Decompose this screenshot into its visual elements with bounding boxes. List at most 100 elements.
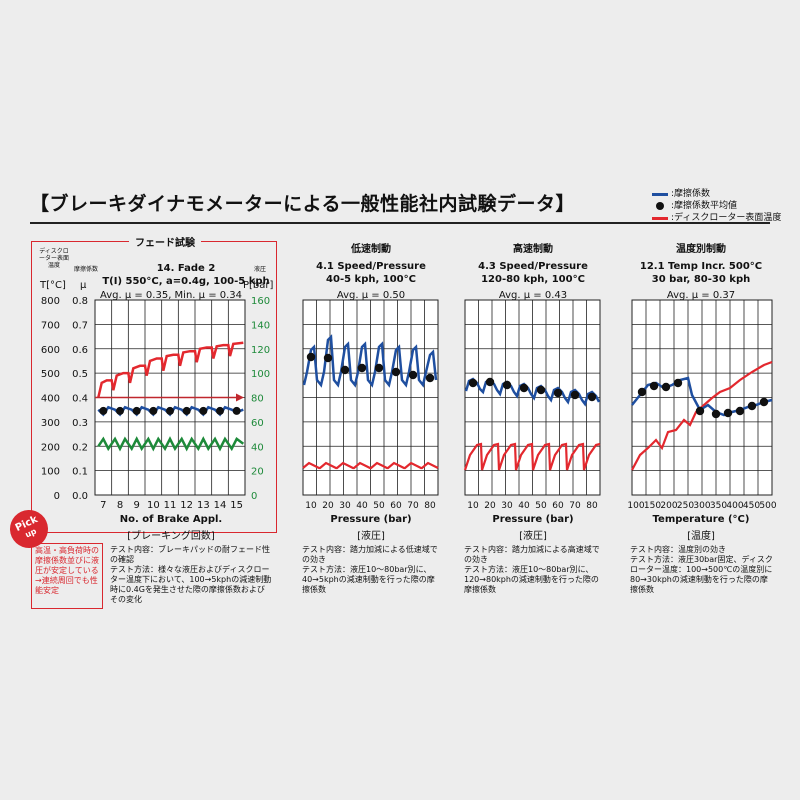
chart4-avg-dot <box>637 387 647 397</box>
chart4-avg: Avg. μ = 0.37 <box>666 290 736 301</box>
chart2-desc: テスト内容：踏力加減による低速域での効き テスト方法：液圧10〜80bar別に、… <box>302 545 438 594</box>
chart1-ytick-mu: 0.6 <box>72 345 88 356</box>
chart1-xlabel-jp: [ブレーキング回数] <box>127 531 215 542</box>
chart3-avg-dot <box>502 380 512 390</box>
chart1-avg-dot <box>166 406 174 415</box>
mu-axis-unit: μ <box>80 280 87 291</box>
chart3-section-title: 高速制動 <box>513 244 553 255</box>
chart1-ytick-press: 120 <box>251 345 270 356</box>
chart1-title-block: 14. Fade 2 T(I) 550°C, a=0.4g, 100-5 kph <box>101 262 271 288</box>
chart4-avg-dot <box>649 381 659 391</box>
chart1-ytick-press: 20 <box>251 467 264 478</box>
chart2-xtick: 40 <box>356 501 368 511</box>
chart1-xtick: 9 <box>133 500 139 511</box>
chart3-avg-dot <box>570 390 580 400</box>
chart2-xtick: 30 <box>339 501 351 511</box>
chart1-ytick-temp: 600 <box>41 345 60 356</box>
chart1-xlabel: No. of Brake Appl. <box>119 514 223 525</box>
chart1-xtick: 10 <box>147 500 160 511</box>
mu-axis-header: 摩擦係数 <box>74 266 99 273</box>
chart1-xtick: 8 <box>117 500 123 511</box>
chart2-series-temp <box>302 461 439 470</box>
chart3-xlabel-jp: [液圧] <box>519 531 547 542</box>
chart4-desc: テスト内容：温度別の効き テスト方法：液圧30bar固定、ディスクローター温度：… <box>630 545 773 594</box>
chart2-title: 4.1 Speed/Pressure <box>316 261 426 272</box>
chart3-xtick: 30 <box>501 501 513 511</box>
chart3-avg-dot <box>485 377 495 387</box>
chart4-avg-dot <box>735 406 745 416</box>
chart3-desc: テスト内容：踏力加減による高速域での効き テスト方法：液圧10〜80bar別に、… <box>464 545 600 594</box>
chart1-ytick-mu: 0.1 <box>72 467 88 478</box>
chart2-avg-dot <box>425 373 435 383</box>
chart1-ytick-mu: 0.5 <box>72 369 88 380</box>
chart4-xtick: 150 <box>644 501 661 511</box>
chart1-avg-dot <box>132 406 141 415</box>
chart1-ytick-mu: 0.3 <box>72 418 88 429</box>
chart1-ytick-press: 40 <box>251 442 264 453</box>
chart4-xtick: 450 <box>743 501 760 511</box>
chart1-ytick-press: 100 <box>251 369 270 380</box>
chart3-xtick: 50 <box>535 501 547 511</box>
chart1-ytick-temp: 400 <box>41 394 60 405</box>
chart4-avg-dot <box>661 382 671 392</box>
chart3-title: 4.3 Speed/Pressure <box>478 261 588 272</box>
chart3-avg-dot <box>587 392 597 402</box>
fade-section-title: フェード試験 <box>129 234 201 249</box>
chart1-ytick-press: 80 <box>251 394 264 405</box>
chart1-series-temp <box>97 341 244 398</box>
chart3-avg-dot <box>536 385 546 395</box>
chart1-ref-arrow <box>236 393 244 402</box>
chart1-subtitle: T(I) 550°C, a=0.4g, 100-5 kph <box>102 276 270 287</box>
chart2-avg-dot <box>357 363 367 373</box>
chart2-title-block: 4.1 Speed/Pressure 40-5 kph, 100°C <box>286 260 456 286</box>
chart1-ytick-press: 0 <box>251 491 257 502</box>
chart2-xtick: 50 <box>373 501 385 511</box>
chart1-ytick-temp: 300 <box>41 418 60 429</box>
chart3-xtick: 10 <box>467 501 479 511</box>
chart1-avg: Avg. μ = 0.35, Min. μ = 0.34 <box>99 290 243 301</box>
chart1-ytick-temp: 200 <box>41 442 60 453</box>
pressure-axis-unit: P[bar] <box>243 280 274 291</box>
chart2-avg-dot <box>340 365 350 375</box>
temp-axis-header: ディスクローター表面温度 <box>38 248 69 269</box>
chart1-xtick: 12 <box>180 500 193 511</box>
chart2-section-title: 低速制動 <box>351 244 391 255</box>
chart1-avg-dot <box>232 406 241 415</box>
chart4-xtick: 400 <box>726 501 743 511</box>
pressure-axis-header: 液圧 <box>253 266 266 273</box>
chart1-desc: テスト内容：ブレーキパッドの耐フェード性の確認 テスト方法：様々な液圧およびディ… <box>110 545 272 604</box>
chart1-ytick-temp: 100 <box>41 467 60 478</box>
chart1-xtick: 7 <box>100 500 106 511</box>
chart1-xtick: 15 <box>230 500 243 511</box>
chart2-xlabel-jp: [液圧] <box>357 531 385 542</box>
chart1-avg-dot <box>199 406 208 415</box>
chart4-xlabel-jp: [温度] <box>687 531 715 542</box>
chart3-subtitle: 120-80 kph, 100°C <box>481 274 585 285</box>
chart3-xtick: 80 <box>586 501 598 511</box>
chart4-avg-dot <box>723 408 733 418</box>
chart1-title: 14. Fade 2 <box>156 263 216 274</box>
chart4-avg-dot <box>759 397 769 407</box>
chart4-subtitle: 30 bar, 80-30 kph <box>651 274 751 285</box>
chart3-xtick: 40 <box>518 501 530 511</box>
chart3-series-temp <box>463 442 601 471</box>
chart3-avg-dot <box>553 388 563 398</box>
chart1-ytick-press: 160 <box>251 296 270 307</box>
chart1-ytick-temp: 700 <box>41 320 60 331</box>
chart3-title-block: 4.3 Speed/Pressure 120-80 kph, 100°C <box>448 260 618 286</box>
chart4-xtick: 350 <box>710 501 727 511</box>
chart1-ytick-temp: 0 <box>54 491 60 502</box>
chart2-xtick: 60 <box>390 501 402 511</box>
chart2-avg-dot <box>374 363 384 373</box>
page-title: 【ブレーキダイナモメーターによる一般性能社内試験データ】 <box>30 193 576 215</box>
pickup-note: 高温・高負荷時の摩擦係数並びに液圧が安定している→連続周回でも性能安定 <box>31 543 103 609</box>
legend: :摩擦係数 :摩擦係数平均値 :ディスクローター表面温度 <box>652 188 781 224</box>
legend-item-mu-avg: :摩擦係数平均値 <box>652 200 781 212</box>
chart4-xtick: 250 <box>677 501 694 511</box>
chart1-avg-dot <box>149 406 158 415</box>
chart3-xtick: 20 <box>484 501 496 511</box>
chart2-xtick: 80 <box>424 501 436 511</box>
chart4-avg-dot <box>673 378 683 388</box>
chart3-avg-dot <box>468 378 478 388</box>
